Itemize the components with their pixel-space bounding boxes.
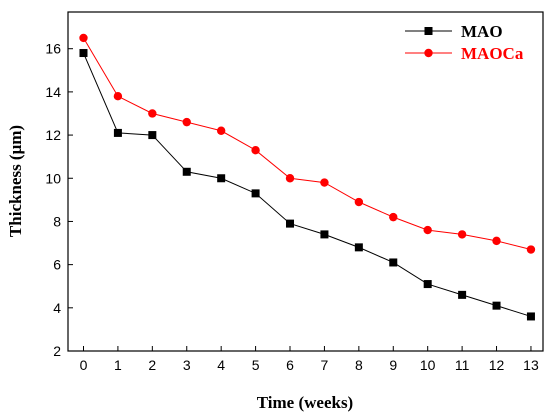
- x-tick-label-1: 1: [114, 357, 122, 373]
- point-mao-5: [251, 189, 260, 198]
- point-mao-8: [354, 243, 363, 252]
- x-tick-label-0: 0: [80, 357, 88, 373]
- point-maoca-1: [113, 92, 123, 101]
- series-layer: [79, 33, 536, 321]
- y-tick-label-0: 2: [53, 343, 61, 359]
- legend-marker-mao: [424, 27, 433, 35]
- point-maoca-6: [285, 174, 295, 183]
- point-mao-4: [217, 174, 226, 183]
- x-tick-label-13: 13: [523, 357, 539, 373]
- legend-label-mao: MAO: [461, 22, 503, 41]
- x-tick-label-6: 6: [286, 357, 294, 373]
- y-tick-label-2: 6: [53, 257, 61, 273]
- point-maoca-10: [423, 225, 432, 235]
- point-maoca-2: [148, 109, 157, 118]
- x-tick-label-8: 8: [355, 357, 363, 373]
- x-tick-label-3: 3: [183, 357, 191, 373]
- point-maoca-8: [354, 197, 364, 207]
- y-tick-label-3: 8: [53, 213, 61, 229]
- point-maoca-11: [457, 230, 467, 239]
- point-mao-7: [320, 230, 329, 239]
- x-tick-label-5: 5: [252, 357, 260, 373]
- point-mao-0: [79, 49, 88, 58]
- x-tick-label-7: 7: [321, 357, 329, 373]
- y-axis: 2 4 6 8 10 12 14 16: [45, 41, 73, 359]
- series-line-mao: [83, 52, 532, 317]
- x-tick-label-2: 2: [148, 357, 156, 373]
- point-mao-6: [286, 219, 295, 228]
- point-mao-9: [389, 258, 398, 267]
- y-tick-label-1: 4: [53, 300, 61, 316]
- x-tick-label-12: 12: [489, 357, 505, 373]
- point-maoca-4: [216, 126, 226, 135]
- point-maoca-12: [492, 236, 501, 246]
- series-line-maoca: [83, 37, 532, 251]
- y-tick-label-4: 10: [45, 170, 61, 186]
- point-mao-10: [423, 280, 432, 289]
- point-maoca-5: [251, 145, 260, 155]
- y-tick-label-5: 12: [45, 127, 61, 143]
- point-maoca-7: [320, 178, 329, 187]
- point-maoca-0: [79, 33, 88, 43]
- point-mao-12: [492, 301, 501, 310]
- y-tick-label-7: 16: [45, 41, 61, 57]
- legend: MAO MAOCa: [405, 22, 524, 63]
- x-axis: 0 1 2 3 4 5 6 7 8 9 10 11 12 13: [80, 346, 539, 373]
- series-mao: [79, 49, 535, 321]
- x-tick-label-9: 9: [389, 357, 397, 373]
- point-mao-2: [148, 131, 157, 140]
- point-maoca-13: [526, 245, 536, 254]
- plot-frame: [67, 11, 544, 352]
- legend-label-maoca: MAOCa: [461, 44, 524, 63]
- point-mao-3: [182, 167, 191, 176]
- y-tick-label-6: 14: [45, 84, 61, 100]
- x-tick-label-10: 10: [420, 357, 436, 373]
- series-maoca: [79, 33, 536, 254]
- point-maoca-3: [182, 117, 191, 127]
- y-axis-title: Thickness (μm): [6, 125, 25, 237]
- point-mao-1: [113, 128, 122, 137]
- legend-marker-maoca: [424, 48, 433, 58]
- point-mao-11: [458, 290, 467, 299]
- x-tick-label-4: 4: [217, 357, 225, 373]
- point-mao-13: [526, 312, 535, 321]
- x-tick-label-11: 11: [455, 357, 470, 373]
- point-maoca-9: [389, 212, 398, 222]
- x-axis-title: Time (weeks): [257, 393, 353, 412]
